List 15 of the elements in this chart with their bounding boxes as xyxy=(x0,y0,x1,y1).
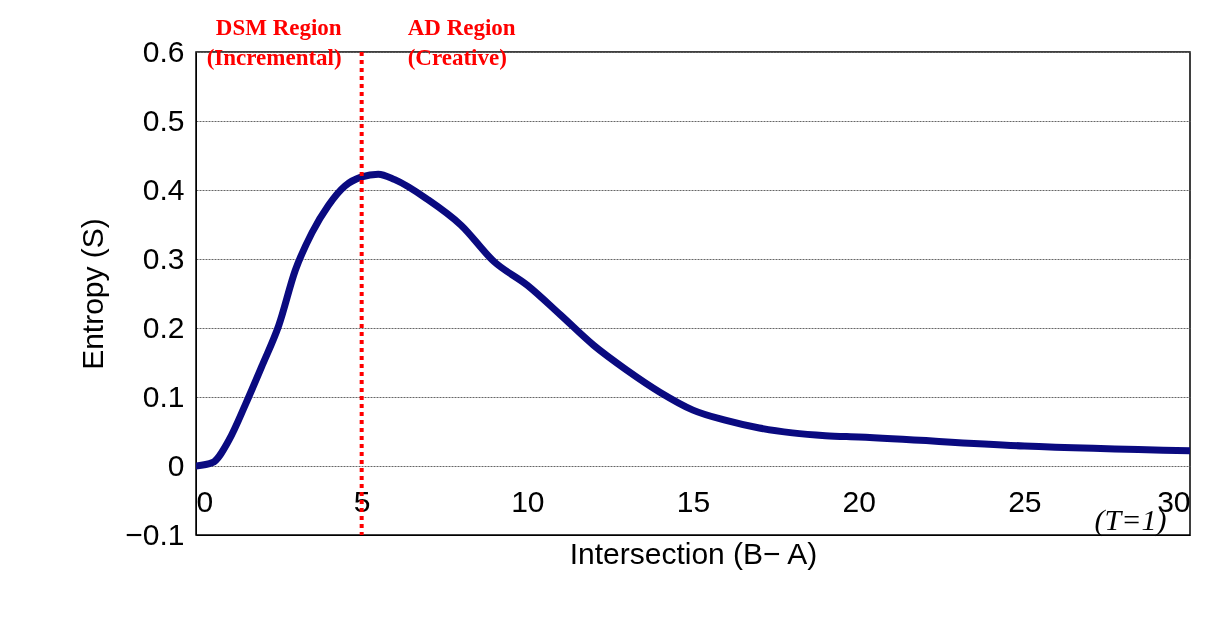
y-tick-label: 0 xyxy=(167,448,185,482)
x-tick-label: 15 xyxy=(676,484,711,518)
x-tick-label: 0 xyxy=(196,484,214,518)
x-tick-label: 10 xyxy=(511,484,545,518)
y-tick-label: 0.1 xyxy=(142,379,185,413)
y-axis-title: Entropy (S) xyxy=(76,218,110,370)
y-tick-label: 0.6 xyxy=(142,34,185,68)
x-axis-title: Intersection (B− A) xyxy=(569,537,818,570)
y-tick-label: 0.3 xyxy=(142,241,185,275)
y-tick-label: 0.5 xyxy=(142,103,185,137)
x-tick-label: 20 xyxy=(842,484,876,518)
y-tick-label: 0.2 xyxy=(142,310,185,344)
y-tick-label: −0.1 xyxy=(125,517,185,551)
x-tick-label: 25 xyxy=(1008,484,1042,518)
y-tick-label: 0.4 xyxy=(142,172,185,206)
